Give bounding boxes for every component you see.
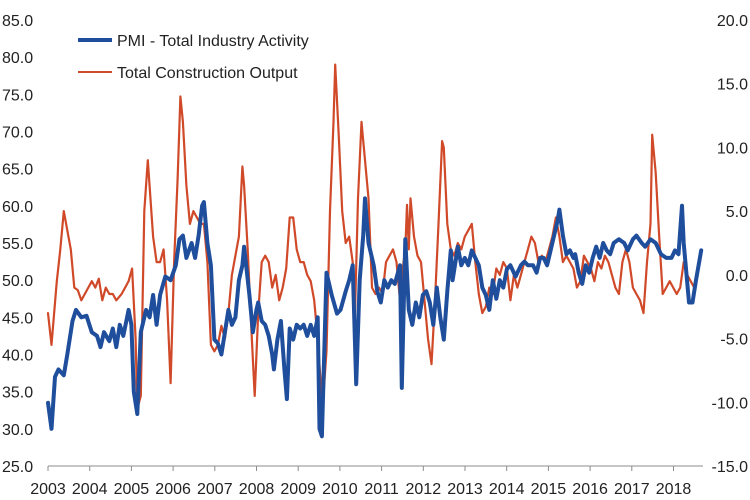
y-left-tick-label: 35.0 [2,385,33,402]
series-line-construction [46,63,696,410]
y-left-tick-label: 50.0 [2,273,33,290]
x-tick-label: 2005 [114,481,150,498]
series-group [46,63,704,439]
x-tick-label: 2004 [72,481,108,498]
x-tick-label: 2013 [447,481,483,498]
x-tick-label: 2007 [197,481,233,498]
x-tick-label: 2010 [322,481,358,498]
y-left-tick-label: 75.0 [2,87,33,104]
y-right-tick-label: 10.0 [717,140,748,157]
x-tick-label: 2003 [30,481,66,498]
y-right-tick-label: 0.0 [726,268,748,285]
y-left-tick-label: 65.0 [2,162,33,179]
y-left-tick-label: 40.0 [2,348,33,365]
y-left-tick-label: 55.0 [2,236,33,253]
x-tick-label: 2018 [656,481,692,498]
y-right-tick-label: 20.0 [717,13,748,30]
y-left-tick-label: 85.0 [2,13,33,30]
axes-group: 2003 2004 2005 2006 2007 2008 2009 2010 2011 2012… [2,13,748,498]
legend-label-construction: Total Construction Output [117,65,298,82]
x-tick-label: 2008 [239,481,275,498]
y-left-tick-label: 30.0 [2,422,33,439]
x-tick-label: 2014 [489,481,525,498]
y-right-tick-label: -10.0 [712,395,749,412]
y-left-tick-label: 45.0 [2,310,33,327]
y-left-tick-label: 70.0 [2,125,33,142]
y-right-tick-label: -15.0 [712,459,749,476]
y-right-tick-label: 5.0 [726,204,748,221]
y-left-tick-label: 80.0 [2,50,33,67]
y-left-tick-label: 60.0 [2,199,33,216]
x-tick-label: 2017 [614,481,650,498]
x-tick-label: 2011 [364,481,399,498]
y-right-tick-label: 15.0 [717,77,748,94]
x-tick-label: 2012 [406,481,442,498]
y-left-tick-label: 25.0 [2,459,33,476]
x-tick-label: 2015 [531,481,567,498]
y-right-tick-label: -5.0 [720,332,748,349]
series-line-pmi [46,196,704,439]
x-tick-label: 2016 [572,481,608,498]
x-tick-label: 2006 [155,481,191,498]
x-tick-label: 2009 [280,481,316,498]
legend-label-pmi: PMI - Total Industry Activity [117,33,309,50]
legend: PMI - Total Industry Activity Total Cons… [78,33,309,82]
